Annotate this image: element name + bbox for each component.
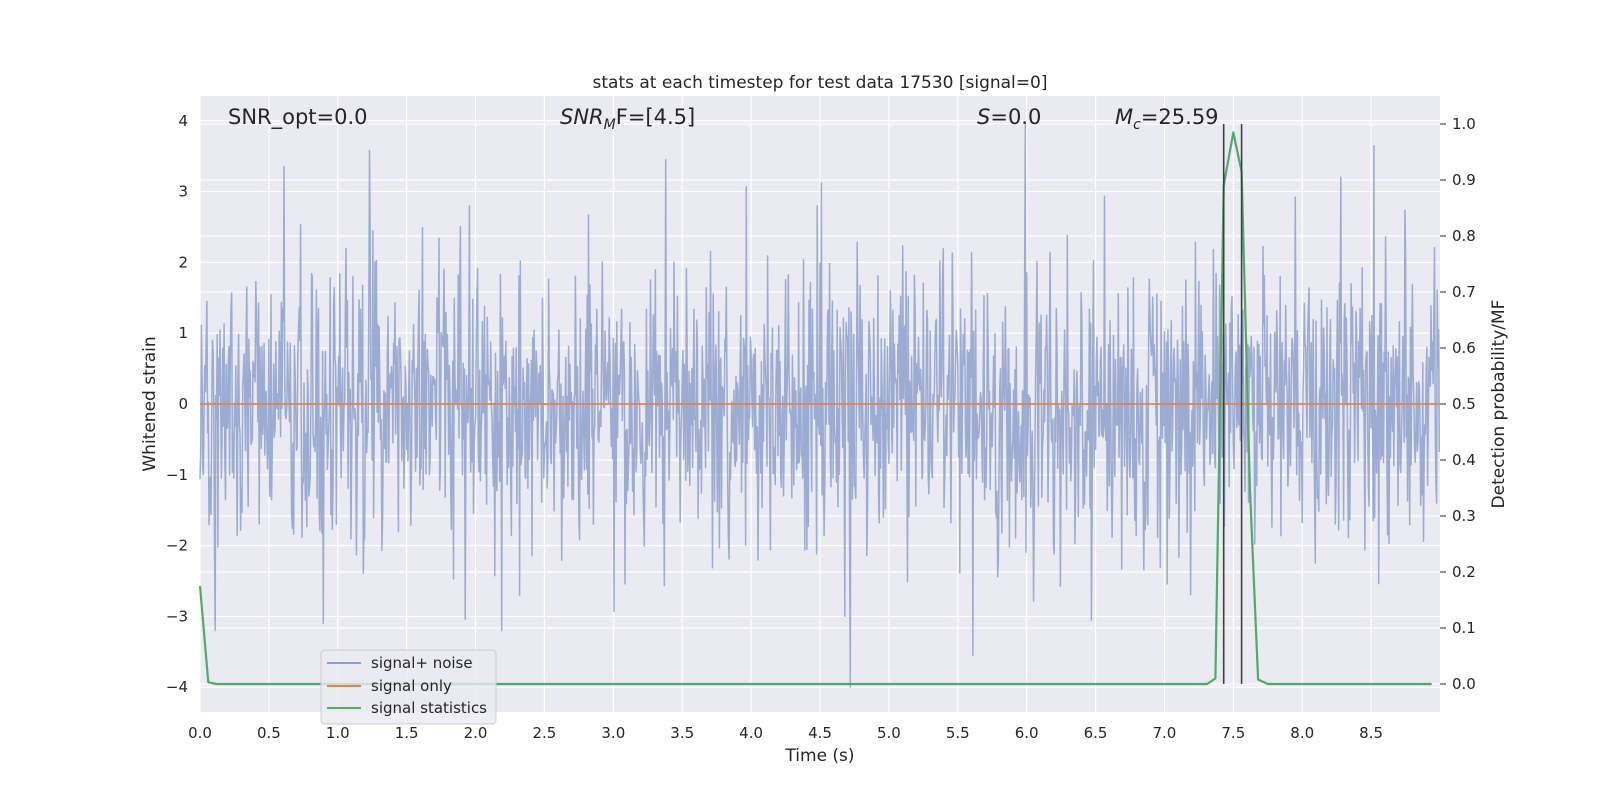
annotation-s: S=0.0	[977, 105, 1041, 129]
x-tick-label: 3.0	[601, 724, 625, 742]
y-tick-label: −3	[166, 607, 188, 625]
statistics-line	[198, 131, 1432, 686]
x-tick-label: 1.0	[326, 724, 350, 742]
noise-line	[199, 123, 1441, 688]
y-right-tick-label: 0.9	[1452, 171, 1476, 189]
y-tick-label: 4	[178, 112, 188, 130]
y-right-tick-label: 0.4	[1452, 451, 1476, 469]
y-tick-label: 3	[178, 183, 188, 201]
y-right-tick-label: 0.0	[1452, 675, 1476, 693]
y-right-tick-label: 0.5	[1452, 395, 1476, 413]
x-tick-label: 6.0	[1015, 724, 1039, 742]
y-tick-label: 0	[178, 395, 188, 413]
x-tick-label: 5.0	[877, 724, 901, 742]
annotation-mc-sub: c	[1133, 117, 1141, 133]
x-tick-label: 2.0	[464, 724, 488, 742]
y-tick-label: −2	[166, 537, 188, 555]
y-axis-left-ticks: −4 −3 −2 −1 0 1 2 3 4	[166, 112, 188, 696]
legend-label-noise: signal+ noise	[371, 654, 473, 672]
x-tick-label: 5.5	[946, 724, 970, 742]
x-tick-label: 7.5	[1221, 724, 1245, 742]
series-signal-statistics	[198, 131, 1432, 686]
x-tick-label: 7.0	[1153, 724, 1177, 742]
y-right-tick-label: 0.7	[1452, 283, 1476, 301]
x-axis-label: Time (s)	[784, 746, 854, 766]
annotation-mc-rest: =25.59	[1141, 105, 1219, 129]
y-axis-right-label: Detection probability/MF	[1489, 300, 1509, 509]
chart-title: stats at each timestep for test data 175…	[593, 73, 1048, 93]
series-signal-plus-noise	[199, 123, 1441, 688]
y-axis-right-ticks: 0.0 0.1 0.2 0.3 0.4 0.5 0.6 0.7 0.8 0.9 1.0	[1440, 115, 1476, 693]
y-tick-label: −1	[166, 466, 188, 484]
marker-lines	[1222, 124, 1243, 684]
x-tick-label: 0.0	[188, 724, 212, 742]
x-tick-label: 1.5	[395, 724, 419, 742]
annotation-snr-mf-sub: M	[604, 117, 616, 133]
y-tick-label: 2	[178, 253, 188, 271]
x-tick-label: 0.5	[257, 724, 281, 742]
annotation-mc-var: M	[1115, 105, 1133, 129]
x-tick-label: 8.5	[1359, 724, 1383, 742]
y-right-tick-label: 0.1	[1452, 619, 1476, 637]
x-tick-label: 4.0	[739, 724, 763, 742]
legend-label-statistics: signal statistics	[371, 699, 487, 717]
y-right-tick-label: 1.0	[1452, 115, 1476, 133]
annotation-snr-opt: SNR_opt=0.0	[228, 105, 368, 130]
legend-label-signal-only: signal only	[371, 677, 452, 695]
legend: signal+ noise signal only signal statist…	[320, 649, 497, 725]
y-right-tick-label: 0.6	[1452, 339, 1476, 357]
annotation-snr-mf-rest: F=[4.5]	[616, 105, 695, 129]
x-tick-label: 3.5	[670, 724, 694, 742]
x-tick-label: 4.5	[808, 724, 832, 742]
x-tick-label: 8.0	[1290, 724, 1314, 742]
x-axis-ticks: 0.0 0.5 1.0 1.5 2.0 2.5 3.0 3.5 4.0 4.5 5.0 5.5 6.0 6…	[188, 724, 1383, 742]
y-right-tick-label: 0.8	[1452, 227, 1476, 245]
y-axis-label: Whitened strain	[140, 336, 160, 471]
x-tick-label: 6.5	[1084, 724, 1108, 742]
annotation-s-rest: =0.0	[990, 105, 1041, 129]
y-tick-label: −4	[166, 678, 188, 696]
annotation-snr-mf-main: SNR	[560, 105, 604, 129]
legend-box	[320, 649, 497, 725]
y-tick-label: 1	[178, 324, 188, 342]
y-right-tick-label: 0.3	[1452, 507, 1476, 525]
annotation-s-var: S	[977, 105, 990, 129]
y-right-tick-label: 0.2	[1452, 563, 1476, 581]
annotation-snr-mf: SNRMF=[4.5]	[560, 105, 695, 133]
annotation-mc: Mc=25.59	[1115, 105, 1219, 133]
x-tick-label: 2.5	[533, 724, 557, 742]
